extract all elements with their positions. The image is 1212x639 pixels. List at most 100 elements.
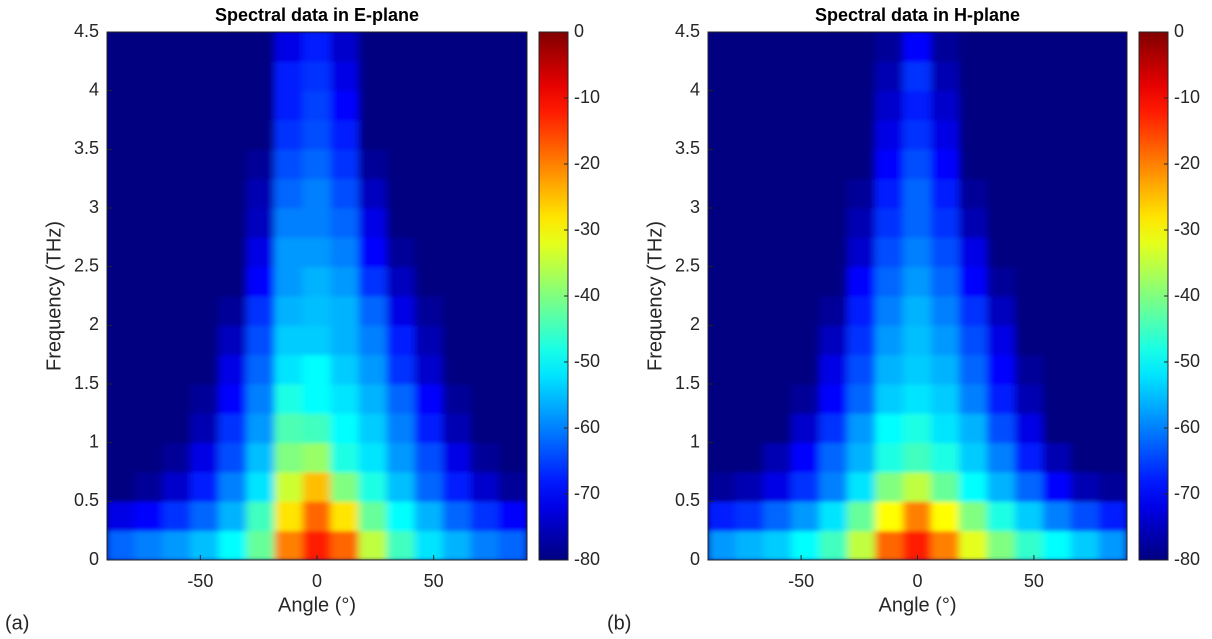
cell: [763, 32, 793, 62]
cell: [414, 119, 444, 150]
cell: [847, 236, 877, 268]
cell: [218, 207, 248, 238]
cell: [470, 119, 500, 150]
cell: [470, 324, 500, 356]
x-tick-label: 50: [424, 571, 444, 591]
colorbar-tick-label: -50: [574, 351, 600, 371]
y-tick-label: 2.5: [675, 255, 700, 275]
cell: [498, 354, 527, 385]
cell: [470, 412, 500, 444]
cell: [708, 295, 737, 326]
cell: [190, 32, 220, 62]
x-axis-label: Angle (°): [278, 594, 356, 616]
cell: [134, 119, 164, 150]
cell: [162, 236, 192, 268]
cell: [986, 148, 1016, 180]
cell: [414, 266, 444, 297]
cell: [958, 471, 988, 502]
cell: [470, 354, 500, 385]
cell: [134, 60, 164, 92]
cell: [330, 266, 360, 297]
cell: [218, 354, 248, 385]
cell: [1098, 60, 1127, 92]
cell: [498, 295, 527, 326]
y-tick-label: 0.5: [74, 490, 99, 510]
cell: [386, 178, 416, 209]
cell: [735, 236, 765, 268]
cell: [330, 119, 360, 150]
cell: [134, 32, 164, 62]
cell: [470, 178, 500, 209]
cell: [735, 207, 765, 238]
cell: [274, 295, 304, 326]
cell: [1070, 119, 1100, 150]
cell: [414, 60, 444, 92]
cell: [1014, 119, 1044, 150]
cell: [708, 383, 737, 414]
cell: [708, 90, 737, 121]
cell: [847, 412, 877, 444]
cell: [442, 500, 472, 532]
cell: [274, 500, 304, 532]
chart-title: Spectral data in E-plane: [215, 5, 419, 25]
cell: [958, 148, 988, 180]
cell: [218, 266, 248, 297]
cell: [958, 236, 988, 268]
cell: [246, 60, 276, 92]
cell: [190, 354, 220, 385]
cell: [218, 178, 248, 209]
cell: [134, 500, 164, 532]
cell: [470, 266, 500, 297]
cell: [875, 295, 905, 326]
cell: [1042, 295, 1072, 326]
cell: [819, 207, 849, 238]
cell: [498, 412, 527, 444]
cell: [930, 148, 960, 180]
colorbar-tick-label: -40: [574, 285, 600, 305]
cell: [498, 383, 527, 414]
cell: [875, 90, 905, 121]
cell: [819, 236, 849, 268]
cell: [358, 178, 388, 209]
cell: [162, 412, 192, 444]
cell: [735, 119, 765, 150]
cell: [386, 500, 416, 532]
cell: [1070, 236, 1100, 268]
cell: [330, 324, 360, 356]
y-tick-label: 0: [89, 549, 99, 569]
cell: [134, 383, 164, 414]
cell: [903, 442, 932, 473]
cell: [498, 148, 527, 180]
cell: [190, 383, 220, 414]
cell: [498, 500, 527, 532]
cell-layer: [708, 32, 1127, 560]
cell: [986, 236, 1016, 268]
y-axis-label: Frequency (THz): [43, 221, 65, 371]
cell: [442, 324, 472, 356]
cell: [763, 60, 793, 92]
cell: [246, 148, 276, 180]
cell: [442, 471, 472, 502]
cell: [498, 178, 527, 209]
cell: [708, 148, 737, 180]
cell: [386, 383, 416, 414]
cell: [1014, 383, 1044, 414]
y-tick-label: 1.5: [74, 373, 99, 393]
panel-label: (a): [5, 612, 29, 634]
cell: [819, 442, 849, 473]
cell: [498, 119, 527, 150]
cell: [708, 32, 737, 62]
cell: [1070, 90, 1100, 121]
cell: [930, 236, 960, 268]
cell: [791, 207, 821, 238]
cell: [1014, 500, 1044, 532]
cell: [414, 412, 444, 444]
cell: [847, 530, 877, 560]
cell: [875, 148, 905, 180]
cell: [1042, 442, 1072, 473]
cell: [847, 60, 877, 92]
cell: [107, 32, 136, 62]
cell: [1042, 207, 1072, 238]
cell: [847, 119, 877, 150]
cell: [791, 324, 821, 356]
